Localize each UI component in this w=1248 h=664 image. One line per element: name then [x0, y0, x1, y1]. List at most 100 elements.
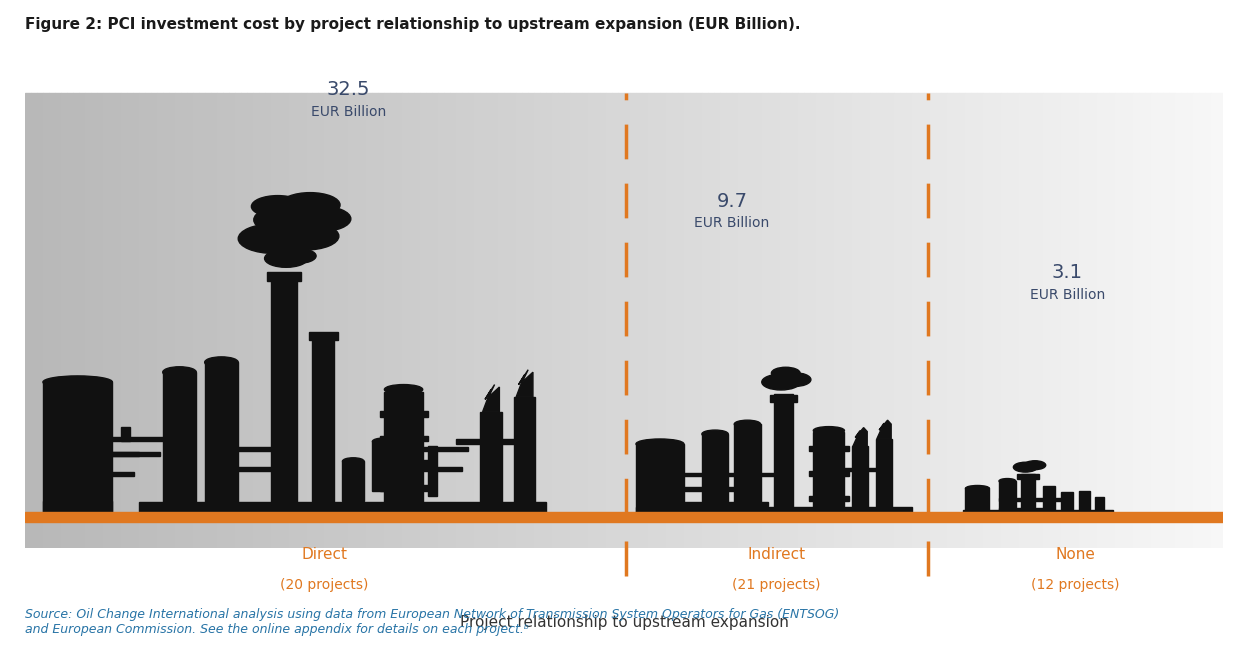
Bar — [102, 93, 109, 548]
Polygon shape — [877, 420, 891, 439]
Circle shape — [778, 373, 811, 386]
Bar — [791, 93, 797, 548]
Bar — [181, 93, 187, 548]
Bar — [462, 93, 468, 548]
Bar — [1026, 93, 1031, 548]
Bar — [145, 93, 151, 548]
Bar — [607, 93, 612, 548]
Bar — [85, 93, 91, 548]
Bar — [277, 93, 282, 548]
Bar — [384, 392, 423, 521]
Bar — [514, 397, 535, 521]
Bar — [31, 93, 37, 548]
Bar — [876, 439, 892, 521]
Bar — [378, 93, 384, 548]
Polygon shape — [483, 384, 499, 412]
Circle shape — [238, 224, 310, 254]
Bar — [726, 93, 731, 548]
Circle shape — [280, 193, 339, 217]
Bar — [517, 93, 522, 548]
Bar — [384, 93, 391, 548]
Bar — [25, 512, 1223, 522]
Bar — [112, 452, 139, 456]
Bar — [1037, 93, 1043, 548]
Circle shape — [265, 250, 308, 268]
Bar — [1091, 93, 1097, 548]
Bar — [157, 93, 162, 548]
Bar — [522, 93, 528, 548]
Bar — [761, 93, 768, 548]
Ellipse shape — [42, 376, 112, 388]
Bar — [354, 93, 361, 548]
Bar — [900, 93, 906, 548]
Bar — [267, 272, 301, 281]
Bar — [558, 93, 564, 548]
Bar — [864, 93, 870, 548]
Bar — [192, 93, 198, 548]
Bar — [1056, 93, 1061, 548]
Bar — [168, 93, 175, 548]
Bar — [372, 93, 378, 548]
Bar — [816, 93, 821, 548]
Bar — [480, 93, 487, 548]
Bar — [809, 446, 849, 452]
Bar — [252, 93, 258, 548]
Bar — [235, 93, 241, 548]
Text: Project relationship to upstream expansion: Project relationship to upstream expansi… — [459, 615, 789, 630]
Bar — [881, 93, 887, 548]
Bar — [438, 93, 444, 548]
Bar — [701, 93, 708, 548]
Bar — [342, 461, 364, 501]
Ellipse shape — [49, 385, 106, 394]
Bar — [624, 93, 630, 548]
Bar — [1031, 93, 1037, 548]
Bar — [79, 93, 85, 548]
Bar — [271, 274, 297, 521]
Bar — [1157, 93, 1163, 548]
Bar — [947, 93, 953, 548]
Circle shape — [771, 367, 800, 379]
Bar — [552, 93, 558, 548]
Bar — [906, 93, 911, 548]
Bar — [1017, 473, 1038, 479]
Bar — [318, 93, 324, 548]
Bar — [654, 93, 660, 548]
Bar — [97, 93, 102, 548]
Bar — [570, 93, 577, 548]
Bar — [998, 498, 1065, 501]
Bar — [708, 93, 714, 548]
Bar — [307, 93, 312, 548]
Bar — [1080, 491, 1090, 521]
Text: Direct: Direct — [302, 547, 347, 562]
Bar — [127, 93, 132, 548]
Bar — [1163, 93, 1169, 548]
Bar — [428, 446, 437, 496]
Bar — [379, 436, 428, 442]
Bar — [768, 93, 774, 548]
Bar — [427, 93, 432, 548]
Bar — [397, 93, 402, 548]
Ellipse shape — [165, 398, 193, 406]
Bar — [641, 93, 648, 548]
Bar — [457, 440, 522, 444]
Ellipse shape — [372, 438, 397, 445]
Bar — [1086, 93, 1091, 548]
Text: (21 projects): (21 projects) — [731, 578, 820, 592]
Bar — [421, 447, 468, 452]
Bar — [678, 93, 684, 548]
Bar — [312, 93, 318, 548]
Bar — [487, 93, 492, 548]
Bar — [750, 93, 756, 548]
Bar — [42, 382, 112, 521]
Bar — [1094, 497, 1104, 521]
Bar — [857, 93, 864, 548]
Bar — [936, 93, 941, 548]
Bar — [91, 93, 97, 548]
Bar — [379, 485, 428, 491]
Bar — [1061, 492, 1073, 521]
Bar — [391, 93, 397, 548]
Bar — [42, 501, 112, 521]
Bar — [1020, 93, 1026, 548]
Bar — [547, 93, 552, 548]
Bar — [1007, 93, 1013, 548]
